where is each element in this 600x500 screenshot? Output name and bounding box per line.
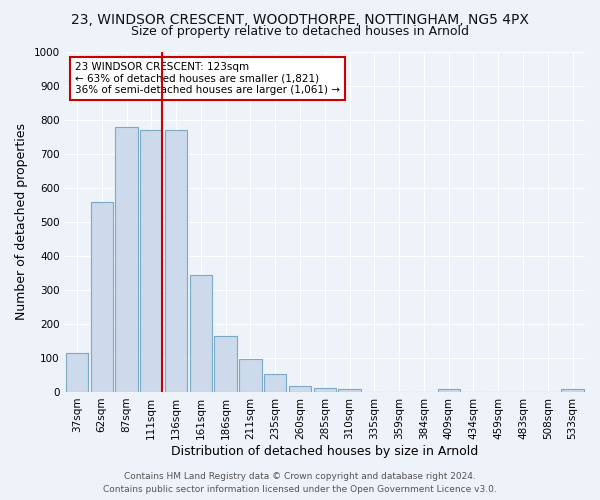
Bar: [314, 388, 336, 392]
Bar: [214, 336, 237, 392]
Y-axis label: Number of detached properties: Number of detached properties: [15, 123, 28, 320]
Text: Size of property relative to detached houses in Arnold: Size of property relative to detached ho…: [131, 25, 469, 38]
Text: 23, WINDSOR CRESCENT, WOODTHORPE, NOTTINGHAM, NG5 4PX: 23, WINDSOR CRESCENT, WOODTHORPE, NOTTIN…: [71, 12, 529, 26]
Bar: [66, 354, 88, 392]
Bar: [239, 359, 262, 392]
Bar: [165, 130, 187, 392]
Bar: [562, 388, 584, 392]
Bar: [190, 274, 212, 392]
Bar: [140, 130, 163, 392]
Bar: [91, 202, 113, 392]
X-axis label: Distribution of detached houses by size in Arnold: Distribution of detached houses by size …: [171, 444, 478, 458]
Text: Contains HM Land Registry data © Crown copyright and database right 2024.
Contai: Contains HM Land Registry data © Crown c…: [103, 472, 497, 494]
Bar: [289, 386, 311, 392]
Text: 23 WINDSOR CRESCENT: 123sqm
← 63% of detached houses are smaller (1,821)
36% of : 23 WINDSOR CRESCENT: 123sqm ← 63% of det…: [75, 62, 340, 95]
Bar: [437, 388, 460, 392]
Bar: [264, 374, 286, 392]
Bar: [115, 127, 137, 392]
Bar: [338, 389, 361, 392]
